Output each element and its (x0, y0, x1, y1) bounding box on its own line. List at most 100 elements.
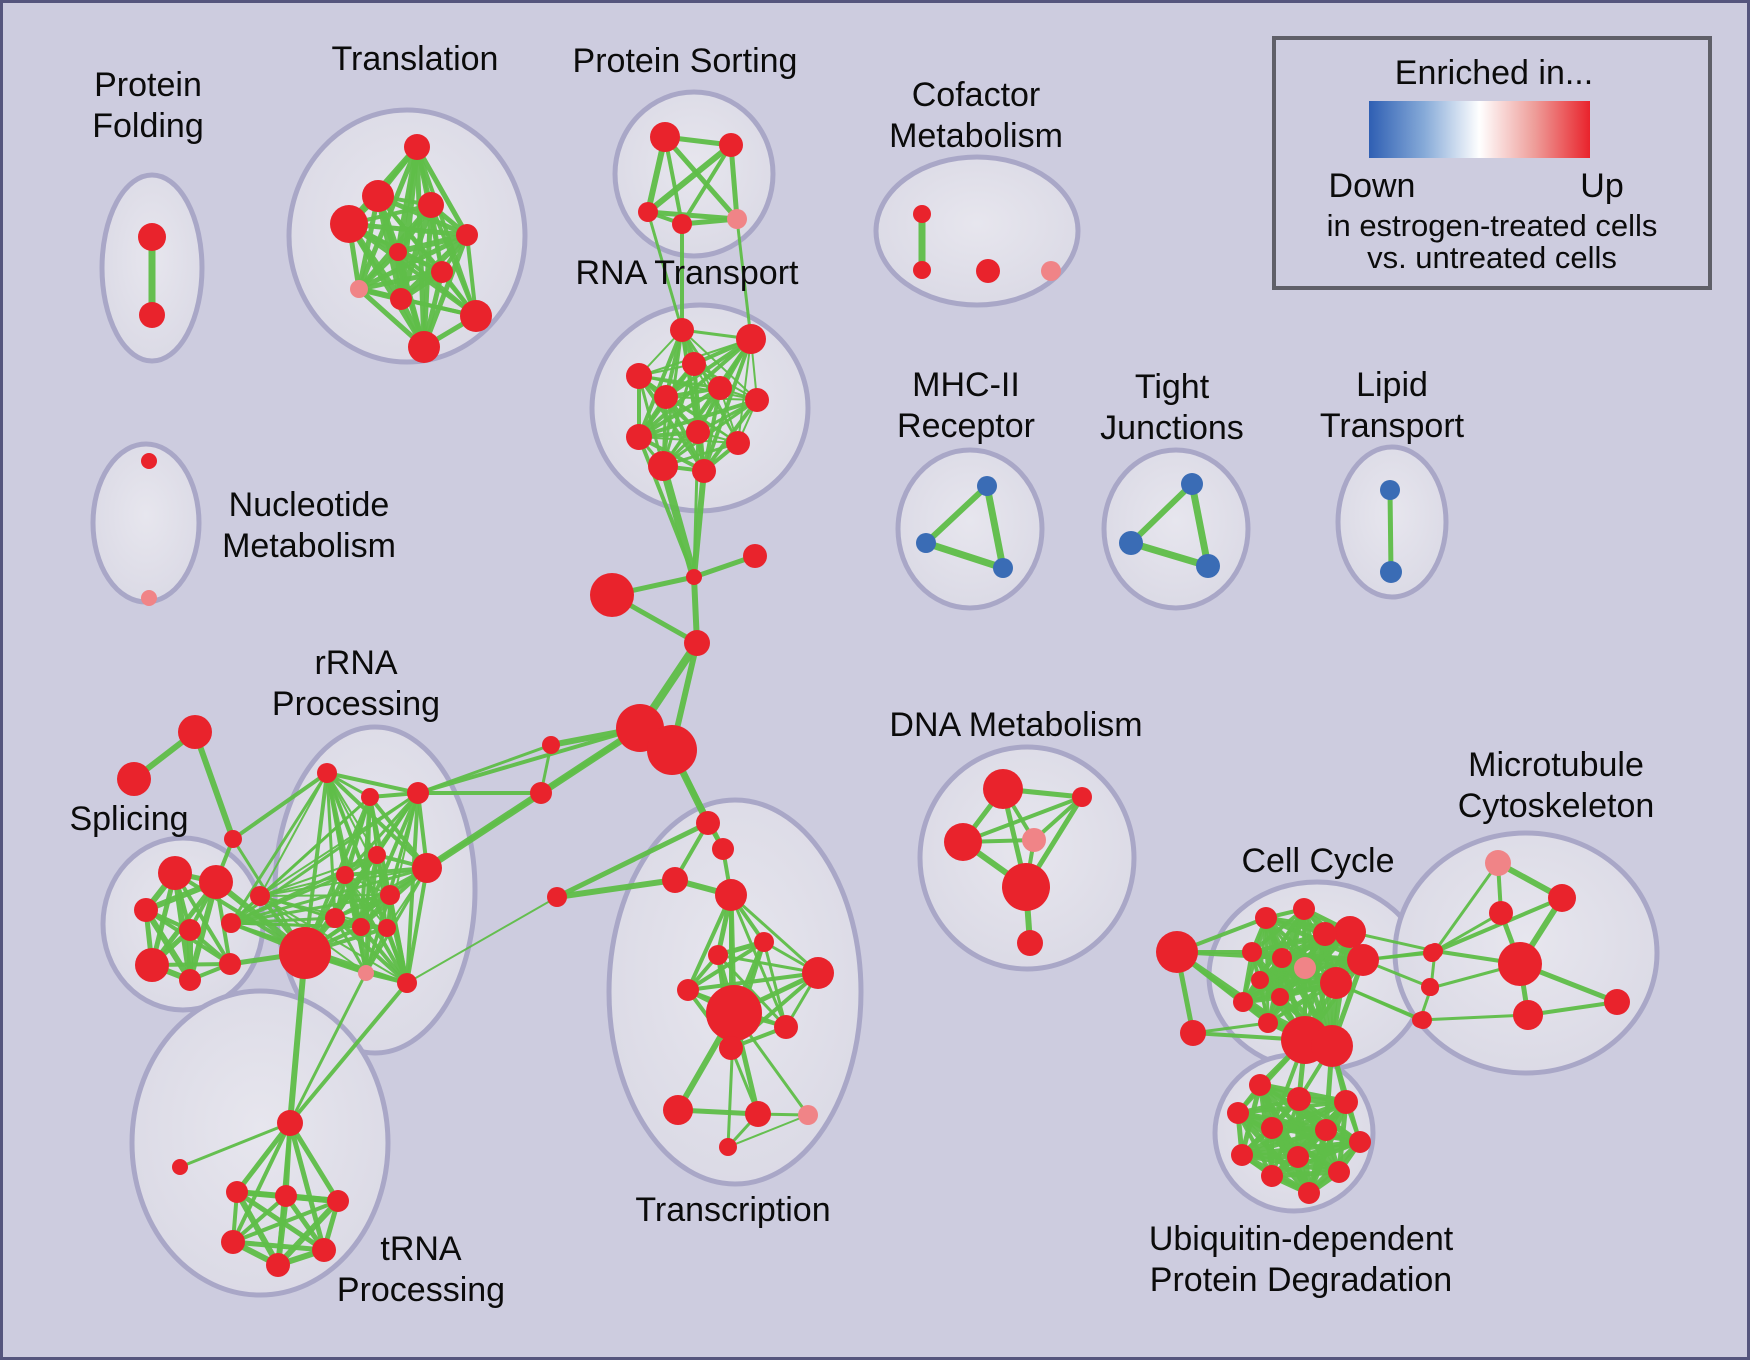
network-node (1313, 922, 1337, 946)
network-node (408, 331, 440, 363)
legend-title: Enriched in... (1395, 54, 1593, 92)
network-node (983, 769, 1023, 809)
network-node (1017, 930, 1043, 956)
legend-subtitle-line1: in estrogen-treated cells (1327, 208, 1658, 243)
network-node (178, 715, 212, 749)
network-node (199, 865, 233, 899)
network-edge (259, 895, 408, 984)
cluster-label-cofactor-metabolism: Cofactor (912, 76, 1041, 114)
network-node (362, 180, 394, 212)
network-node (727, 209, 747, 229)
network-node (336, 866, 354, 884)
network-edge (729, 893, 820, 975)
network-edge (664, 337, 753, 399)
network-node (1022, 828, 1046, 852)
network-edge (425, 791, 543, 870)
network-node (1227, 1102, 1249, 1124)
legend-subtitle-line2: vs. untreated cells (1367, 240, 1617, 275)
network-edge (686, 940, 766, 992)
network-node (686, 420, 710, 444)
network-node (1287, 1146, 1309, 1168)
network-edge (661, 398, 759, 468)
network-node (279, 927, 331, 979)
network-edge (325, 771, 420, 795)
network-node (1294, 957, 1316, 979)
cluster-label-rrna-processing: rRNA (314, 644, 397, 682)
network-node (1604, 989, 1630, 1015)
network-edge (416, 743, 553, 795)
network-node (219, 953, 241, 975)
network-node (179, 969, 201, 991)
network-node (368, 846, 386, 864)
network-edge (702, 337, 753, 473)
cluster-ellipse-mhc-ii-receptor (895, 447, 1045, 611)
network-node (712, 838, 734, 860)
legend-gradient-bar (1369, 101, 1590, 158)
cluster-label-tight-junctions: Tight (1135, 368, 1210, 406)
network-node (407, 782, 429, 804)
network-node (1180, 1020, 1206, 1046)
network-node (1320, 967, 1352, 999)
network-node (361, 788, 379, 806)
network-node (650, 122, 680, 152)
network-node (1002, 863, 1050, 911)
legend-down-label: Down (1329, 167, 1416, 205)
cluster-label-cell-cycle: Cell Cycle (1241, 842, 1394, 880)
network-node (1412, 1012, 1428, 1028)
network-node (1258, 1013, 1278, 1033)
network-node (745, 1101, 771, 1127)
network-node (708, 945, 728, 965)
network-node (226, 1181, 248, 1203)
network-edge (665, 396, 739, 444)
network-node (662, 867, 688, 893)
network-edge (368, 795, 429, 870)
network-edge (716, 953, 820, 975)
network-node (745, 388, 769, 412)
network-node (277, 1110, 303, 1136)
network-edge (234, 1120, 293, 1195)
network-node (390, 288, 412, 310)
cluster-label-dna-metabolism: DNA Metabolism (889, 706, 1142, 744)
network-node (1156, 931, 1198, 973)
network-node (141, 453, 157, 469)
network-edge (637, 374, 706, 473)
network-node (1427, 943, 1443, 959)
network-node (317, 763, 337, 783)
network-node (1272, 948, 1292, 968)
network-node (350, 280, 368, 298)
network-edge (416, 726, 642, 795)
network-edge (727, 1114, 809, 1148)
network-node (916, 533, 936, 553)
network-edge (143, 907, 193, 983)
cluster-label-trna-processing: tRNA (380, 1230, 462, 1268)
network-edge (288, 981, 409, 1125)
network-node (179, 919, 201, 941)
network-edge (395, 232, 470, 255)
network-edge (359, 925, 409, 985)
network-node (1315, 1119, 1337, 1141)
network-node (250, 886, 270, 906)
network-node (686, 569, 702, 585)
cluster-label-ubiquitin-degradation: Protein Degradation (1150, 1261, 1452, 1299)
network-node (976, 259, 1000, 283)
network-node (1181, 473, 1203, 495)
network-node (221, 1230, 245, 1254)
network-node (158, 856, 192, 890)
network-node (1233, 992, 1253, 1012)
network-edge (983, 482, 1007, 572)
network-edge (1128, 481, 1195, 546)
network-node (663, 1095, 693, 1125)
network-edge (388, 893, 409, 985)
network-edge (637, 398, 759, 439)
network-edge (554, 820, 711, 900)
cluster-label-microtubule-cytoskeleton: Microtubule (1468, 746, 1644, 784)
network-edge (178, 1121, 292, 1169)
cluster-label-nucleotide-metabolism: Metabolism (222, 527, 396, 565)
network-node (1242, 942, 1262, 962)
network-node (460, 300, 492, 332)
network-node (542, 736, 560, 754)
network-node (139, 302, 165, 328)
cluster-label-transcription: Transcription (635, 1191, 830, 1229)
